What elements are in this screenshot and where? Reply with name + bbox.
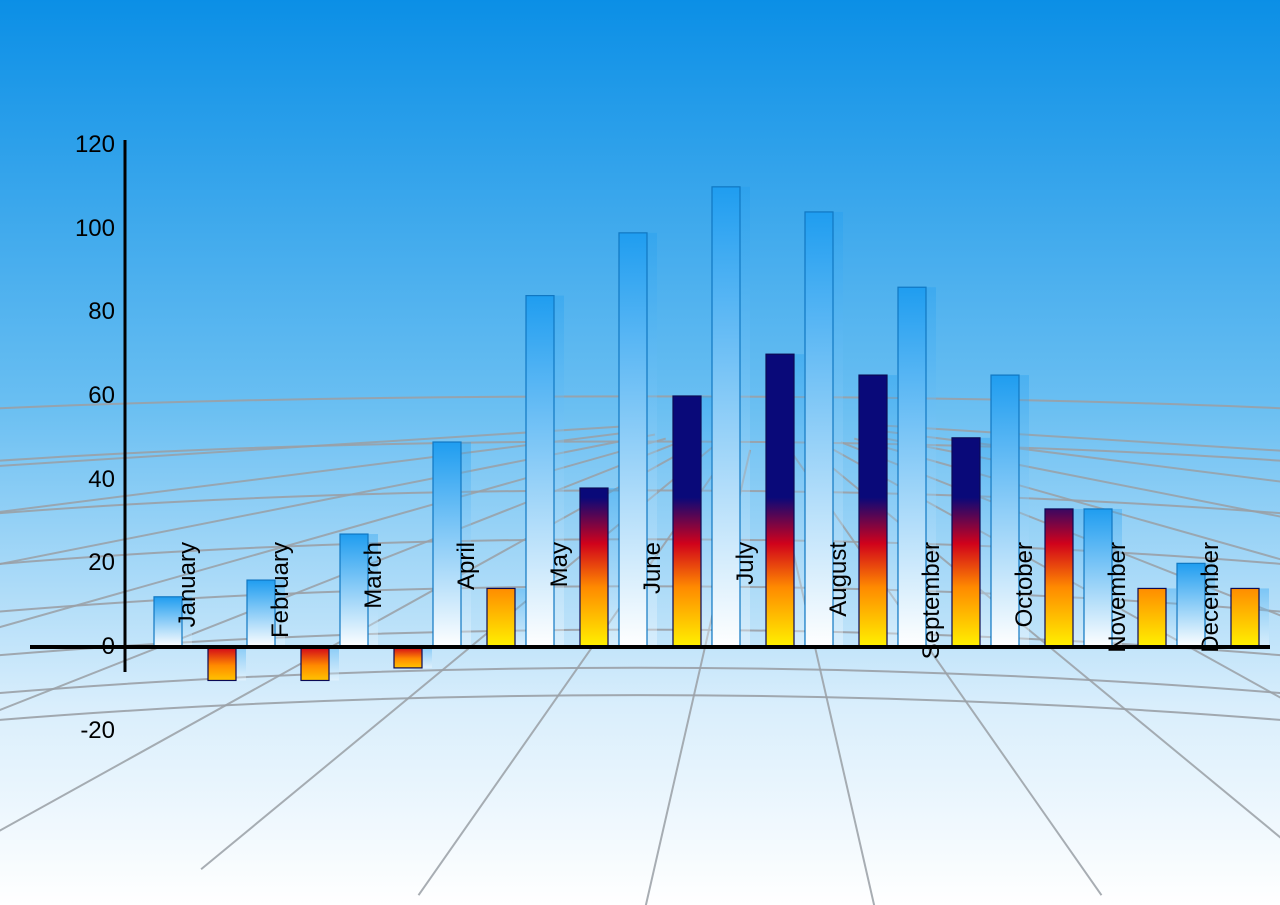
y-tick-label: 40 <box>45 466 115 494</box>
x-tick-label: July <box>732 542 760 702</box>
y-tick-label: 60 <box>45 382 115 410</box>
bar-chart <box>0 0 1280 905</box>
x-tick-label: June <box>639 542 667 702</box>
x-tick-label: November <box>1104 542 1132 702</box>
x-tick-label: August <box>825 542 853 702</box>
x-tick-label: January <box>174 542 202 702</box>
bar-series2 <box>487 588 515 647</box>
bar-series2 <box>766 354 794 647</box>
x-tick-label: December <box>1197 542 1225 702</box>
y-tick-label: 20 <box>45 549 115 577</box>
bar-series2 <box>580 488 608 647</box>
y-tick-label: 80 <box>45 298 115 326</box>
chart-container: -20 0 20 40 60 80 100 120 January February March A… <box>0 0 1280 905</box>
bar-series2 <box>301 647 329 680</box>
bar-series2 <box>208 647 236 680</box>
x-tick-label: May <box>546 542 574 702</box>
bar-series2 <box>394 647 422 668</box>
y-tick-label: 0 <box>45 633 115 661</box>
x-tick-label: February <box>267 542 295 702</box>
x-tick-label: September <box>918 542 946 702</box>
bar-series2 <box>1138 588 1166 647</box>
bar-series2 <box>859 375 887 647</box>
x-tick-label: October <box>1011 542 1039 702</box>
bar-series2 <box>673 396 701 647</box>
y-tick-label: -20 <box>45 717 115 745</box>
bar-series2 <box>952 438 980 647</box>
bar-series2 <box>1231 588 1259 647</box>
y-tick-label: 120 <box>45 131 115 159</box>
y-tick-label: 100 <box>45 215 115 243</box>
x-tick-label: March <box>360 542 388 702</box>
bar-series2 <box>1045 509 1073 647</box>
x-tick-label: April <box>453 542 481 702</box>
